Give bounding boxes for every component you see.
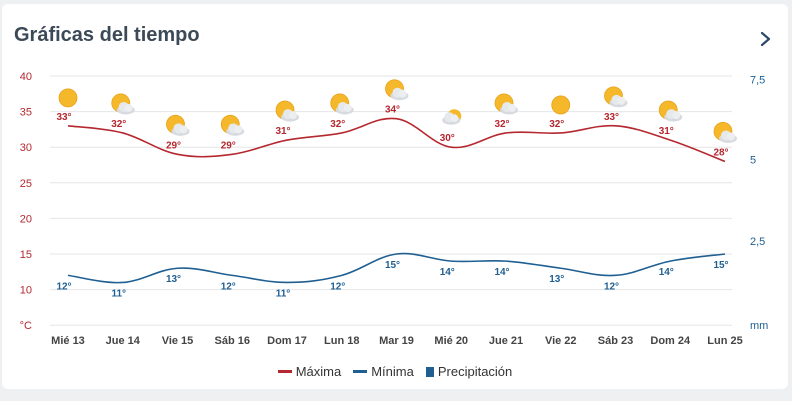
legend-label-max: Máxima [295,364,342,379]
x-tick-label: Mié 20 [434,335,468,347]
x-tick-label: Sáb 16 [215,335,250,347]
x-tick-label: Lun 18 [324,335,359,347]
partly-cloudy-icon [166,114,190,136]
data-label-min: 15° [713,260,728,271]
cloud-shape [508,103,516,112]
data-label-min: 12° [56,281,71,292]
sun-disc [58,88,78,108]
legend-item-min[interactable]: Mínima [353,364,414,379]
legend-swatch-precip [425,366,434,377]
chart-legend: Máxima Mínima Precipitación [2,364,788,379]
x-tick-label: Dom 24 [650,335,691,347]
x-tick-label: Jue 14 [106,335,141,347]
data-label-min: 11° [276,288,291,299]
cloud-shape [727,132,735,141]
y-tick-right: 5 [750,154,756,166]
partly-cloudy-icon [330,93,354,115]
cloud-shape [343,103,352,112]
data-label-max: 34° [385,105,400,116]
data-label-max: 32° [330,119,345,130]
data-label-max: 33° [56,112,71,123]
partly-cloudy-icon [220,114,245,136]
sun-disc [551,95,571,115]
data-label-min: 13° [166,274,181,285]
legend-swatch-min [353,370,368,373]
data-label-min: 13° [549,274,564,285]
temperature-chart: 40 35 30 25 20 15 10 °C 7,5 5 2,5 mm Mié 13 Jue 14 Vie… [20,71,769,347]
y-tick-left: 10 [20,285,32,297]
cloudy-icon [442,109,462,125]
data-label-max: 28° [713,147,728,158]
cloud-shape [617,96,626,105]
x-tick-label: Dom 17 [267,335,307,347]
y-unit-right: mm [750,320,768,332]
series-line-max [67,117,726,163]
data-label-max: 31° [659,126,674,137]
partly-cloudy-icon [658,100,683,122]
cloud-shape [398,89,407,98]
cloud-shape [234,125,243,134]
data-label-min: 14° [659,267,674,278]
x-tick-label: Lun 25 [707,335,742,347]
y-tick-left: 40 [20,71,32,83]
x-tick-label: Vie 22 [545,335,577,347]
sun-icon [551,95,571,115]
data-label-min: 11° [111,288,126,299]
cloud-shape [450,114,459,123]
legend-swatch-max [277,370,292,373]
cloud-shape [124,103,133,112]
data-label-max: 30° [440,133,455,144]
y-tick-left: 30 [20,142,32,154]
y-tick-left: 35 [20,107,32,119]
y-tick-right: 7,5 [750,75,765,87]
partly-cloudy-icon [604,86,628,108]
y-unit-left: °C [20,320,32,332]
partly-cloudy-icon [494,93,518,115]
data-label-min: 14° [494,267,509,278]
legend-item-max[interactable]: Máxima [277,364,342,379]
data-label-min: 12° [221,281,236,292]
cloud-shape [179,125,188,134]
page-title: Gráficas del tiempo [14,24,200,46]
x-tick-label: Sáb 23 [598,335,633,347]
legend-label-precip: Precipitación [437,364,513,379]
data-label-min: 12° [330,281,345,292]
x-tick-label: Jue 21 [489,335,523,347]
x-tick-label: Vie 15 [162,335,194,347]
data-label-max: 32° [111,119,126,130]
weather-chart-card: Gráficas del tiempo 40 35 30 25 20 15 10 °C 7,5 5… [2,4,788,389]
partly-cloudy-icon [385,79,409,101]
legend-item-precip[interactable]: Precipitación [425,364,513,379]
data-label-min: 12° [604,281,619,292]
sun-icon [58,88,78,108]
y-tick-left: 15 [20,249,32,261]
y-tick-right: 2,5 [750,236,765,248]
partly-cloudy-icon [713,122,737,143]
x-tick-label: Mar 19 [379,335,414,347]
data-label-min: 14° [440,267,455,278]
data-label-max: 29° [221,140,236,151]
y-tick-left: 20 [20,213,32,225]
chevron-right-icon[interactable] [756,28,776,50]
cloud-shape [672,111,681,120]
series-line-min [67,252,726,284]
partly-cloudy-icon [111,93,135,115]
partly-cloudy-icon [275,100,299,122]
y-tick-left: 25 [20,178,32,190]
x-tick-label: Mié 13 [51,335,85,347]
data-label-min: 15° [385,260,400,271]
data-label-max: 31° [275,126,290,137]
legend-label-min: Mínima [371,364,414,379]
data-label-max: 29° [166,140,181,151]
data-label-max: 32° [494,119,509,130]
data-label-max: 33° [604,112,619,123]
data-label-max: 32° [549,119,564,130]
cloud-shape [289,111,297,120]
